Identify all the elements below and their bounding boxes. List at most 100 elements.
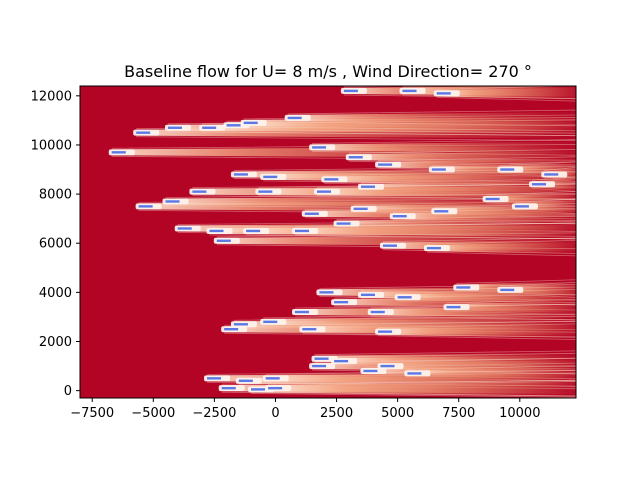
wake-plume bbox=[287, 112, 576, 124]
turbine-marker bbox=[514, 205, 529, 208]
turbine-marker bbox=[431, 168, 446, 171]
turbine-marker bbox=[334, 300, 349, 304]
turbine-marker bbox=[136, 131, 151, 134]
turbine-marker bbox=[304, 212, 319, 215]
x-tick-label: −2500 bbox=[192, 406, 236, 421]
turbine-marker bbox=[378, 330, 393, 333]
x-tick-label: −5000 bbox=[131, 406, 175, 421]
turbine-marker bbox=[336, 222, 351, 225]
turbine-marker bbox=[287, 116, 302, 120]
turbine-marker bbox=[192, 190, 207, 193]
turbine-marker bbox=[380, 364, 395, 368]
chart-title: Baseline flow for U= 8 m/s , Wind Direct… bbox=[124, 62, 532, 81]
turbine-marker bbox=[456, 286, 471, 289]
turbine-marker bbox=[251, 388, 266, 391]
turbine-marker bbox=[363, 369, 378, 373]
x-tick-label: −7500 bbox=[70, 406, 114, 421]
turbine-marker bbox=[312, 364, 327, 368]
wake-plume bbox=[370, 306, 576, 318]
wake-plume bbox=[312, 141, 576, 154]
turbine-wakes bbox=[111, 86, 576, 398]
wake-contour bbox=[221, 379, 576, 397]
turbine-marker bbox=[532, 183, 547, 186]
x-tick-label: 10000 bbox=[499, 406, 540, 421]
turbine-marker bbox=[243, 121, 258, 125]
y-tick-label: 12000 bbox=[31, 89, 72, 104]
turbine-marker bbox=[485, 197, 500, 201]
turbine-marker bbox=[434, 210, 449, 213]
x-tick-label: 5000 bbox=[381, 406, 414, 421]
turbine-marker bbox=[312, 146, 327, 149]
y-tick-label: 0 bbox=[64, 384, 72, 399]
x-tick-label: 7500 bbox=[442, 406, 475, 421]
turbine-marker bbox=[360, 185, 375, 188]
turbine-marker bbox=[382, 244, 397, 247]
y-tick-label: 8000 bbox=[39, 188, 72, 203]
x-tick-label: 0 bbox=[271, 406, 279, 421]
y-tick-label: 10000 bbox=[31, 138, 72, 153]
turbine-marker bbox=[324, 178, 339, 181]
x-tick-label: 2500 bbox=[320, 406, 353, 421]
y-tick-label: 4000 bbox=[39, 286, 72, 301]
turbine-marker bbox=[238, 379, 253, 383]
turbine-marker bbox=[233, 173, 248, 176]
wake-plume bbox=[295, 225, 576, 237]
turbine-marker bbox=[353, 207, 368, 211]
turbine-marker bbox=[177, 227, 192, 230]
y-tick-label: 2000 bbox=[39, 335, 72, 350]
turbine-marker bbox=[426, 246, 441, 250]
turbine-marker bbox=[348, 156, 363, 159]
plot-area bbox=[79, 85, 577, 399]
turbine-marker bbox=[446, 305, 461, 309]
turbine-marker bbox=[500, 288, 515, 292]
turbine-marker bbox=[263, 320, 278, 324]
wake-plume bbox=[436, 87, 576, 100]
turbine-marker bbox=[265, 377, 280, 380]
turbine-marker bbox=[165, 200, 180, 203]
turbine-marker bbox=[295, 310, 310, 314]
x-axis: −7500 −5000 −2500 0 2500 5000 7500 10000 bbox=[70, 398, 540, 421]
wake-plume bbox=[265, 372, 576, 385]
wake-contour bbox=[287, 109, 576, 127]
turbine-marker bbox=[343, 89, 358, 93]
turbine-marker bbox=[268, 386, 283, 390]
wake-plume bbox=[426, 242, 576, 254]
turbine-marker bbox=[392, 215, 407, 218]
turbine-marker bbox=[233, 323, 248, 326]
turbine-marker bbox=[334, 359, 349, 363]
turbine-marker bbox=[221, 386, 236, 390]
wake-contour bbox=[268, 379, 576, 397]
wake-contour bbox=[251, 381, 576, 398]
turbine-marker bbox=[295, 229, 310, 233]
turbine-marker bbox=[216, 239, 231, 242]
turbine-marker bbox=[224, 328, 239, 331]
turbine-marker bbox=[360, 293, 375, 297]
turbine-marker bbox=[370, 310, 385, 314]
turbine-marker bbox=[246, 229, 261, 233]
turbine-marker bbox=[209, 229, 224, 233]
wake-contour bbox=[378, 323, 576, 340]
turbine-marker bbox=[226, 124, 241, 127]
wake-plume bbox=[268, 382, 576, 395]
turbine-marker bbox=[138, 205, 153, 208]
turbine-marker bbox=[402, 89, 417, 93]
y-axis: 0 2000 4000 6000 8000 10000 12000 bbox=[31, 89, 80, 399]
turbine-marker bbox=[207, 377, 222, 380]
turbine-marker bbox=[500, 168, 515, 171]
turbine-marker bbox=[258, 190, 273, 193]
turbine-marker bbox=[202, 126, 217, 129]
turbine-marker bbox=[407, 372, 422, 375]
turbine-marker bbox=[263, 175, 278, 179]
turbine-marker bbox=[397, 296, 412, 299]
turbine-marker bbox=[314, 357, 329, 360]
turbine-marker bbox=[436, 92, 451, 95]
turbine-marker bbox=[167, 126, 182, 129]
turbine-marker bbox=[319, 291, 334, 294]
wake-contour bbox=[426, 239, 576, 257]
turbine-marker bbox=[111, 151, 126, 154]
wake-plume bbox=[378, 325, 576, 338]
turbine-marker bbox=[544, 173, 559, 176]
plot-frame bbox=[79, 85, 577, 399]
turbine-marker bbox=[317, 190, 332, 193]
